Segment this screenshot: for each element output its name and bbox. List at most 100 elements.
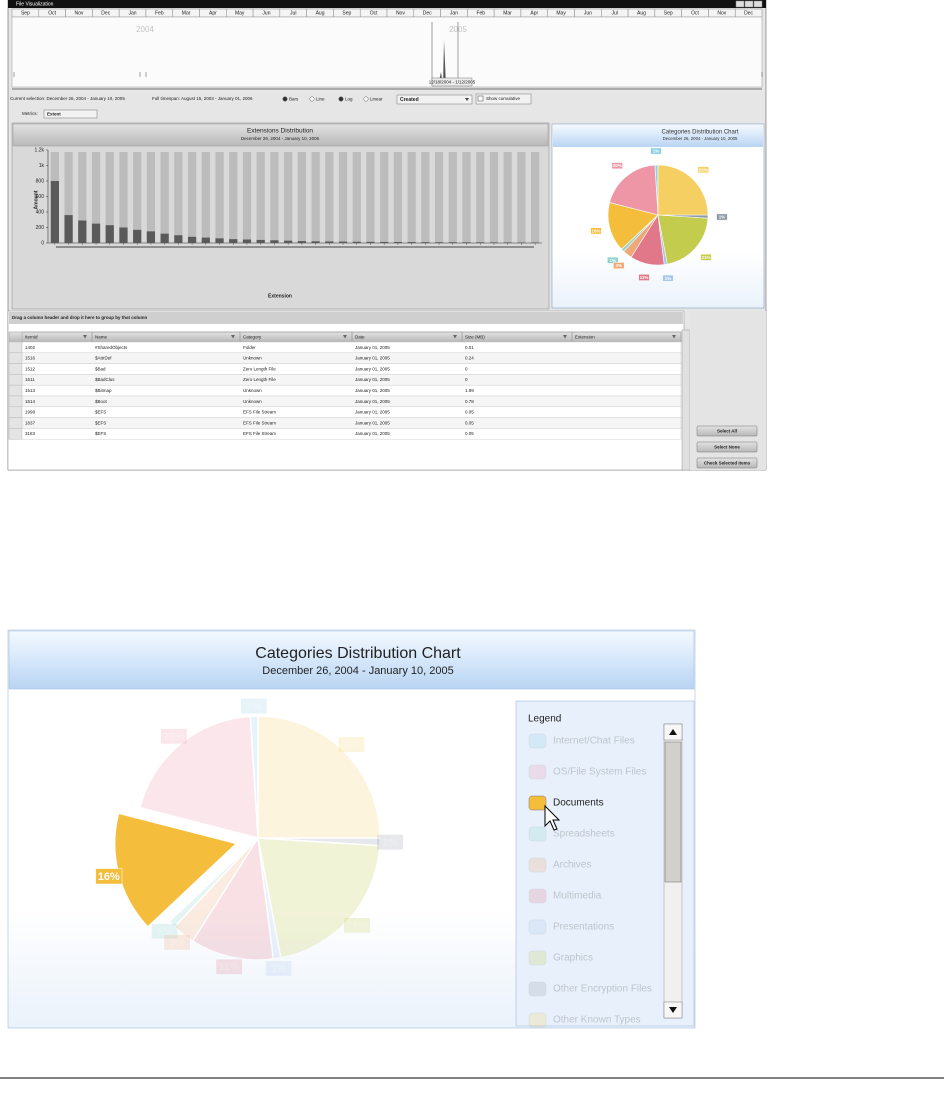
- table-cell: 1514: [25, 399, 36, 404]
- pie-label-box: [163, 934, 191, 951]
- bar-hover-column: [448, 152, 457, 243]
- bar-hover-column: [503, 152, 512, 243]
- pie-slice: [168, 837, 259, 928]
- checkbox-area[interactable]: [475, 93, 532, 105]
- legend-swatch[interactable]: [528, 1012, 547, 1028]
- column-header-label: Category: [243, 334, 262, 339]
- table-row[interactable]: [8, 428, 682, 440]
- bar: [517, 242, 526, 243]
- month-label: Jul: [290, 11, 296, 17]
- month-label: Oct: [48, 11, 56, 17]
- pie-slice: [257, 715, 381, 839]
- bar-hover-column: [380, 152, 389, 243]
- bar: [270, 240, 279, 243]
- scroll-up-arrow: [669, 729, 677, 735]
- action-button[interactable]: [696, 425, 758, 437]
- metrics-dropdown[interactable]: [43, 109, 98, 119]
- month-label: Nov: [717, 11, 726, 17]
- bar-hover-column: [187, 152, 197, 243]
- bar: [448, 242, 457, 243]
- bar-hover-column: [421, 152, 430, 243]
- radio-button[interactable]: [338, 96, 344, 102]
- window-button[interactable]: [744, 0, 754, 8]
- scroll-thumb[interactable]: [664, 741, 682, 883]
- row-indicator: [8, 406, 23, 418]
- month-label: Dec: [423, 11, 432, 17]
- bar-hover-column: [229, 152, 238, 243]
- selection-range-box: [431, 77, 473, 87]
- metrics-label: Metrics:: [22, 111, 38, 116]
- table-cell: Zero Length File: [243, 377, 276, 382]
- legend-swatch[interactable]: [528, 981, 547, 997]
- table-row[interactable]: [8, 363, 682, 375]
- pie-value-label: 25%: [340, 739, 362, 751]
- legend-swatch[interactable]: [528, 795, 547, 811]
- legend-swatch[interactable]: [528, 733, 547, 749]
- table-cell: 0.05: [465, 431, 474, 436]
- table-row[interactable]: [8, 395, 682, 408]
- radio-button[interactable]: [282, 96, 288, 102]
- bar-chart-subtitle: December 26, 2004 - January 10, 2005: [241, 136, 320, 141]
- legend-swatch[interactable]: [528, 764, 547, 780]
- legend-swatch[interactable]: [528, 888, 547, 904]
- window-button[interactable]: [735, 0, 745, 8]
- row-indicator: [8, 428, 23, 440]
- pie-slice: [257, 837, 381, 959]
- bar-hover-column: [160, 152, 169, 243]
- dropdown-arrow: [465, 98, 469, 101]
- pie-label-box: [151, 923, 179, 940]
- table-cell: EFS File Stream: [243, 420, 276, 425]
- scroll-down-arrow: [669, 1007, 677, 1013]
- legend-swatch[interactable]: [528, 826, 547, 842]
- action-button[interactable]: [696, 457, 758, 469]
- bar-panel: [11, 122, 550, 310]
- pie-value-label: 21%: [701, 255, 710, 260]
- y-tick-label: 600: [36, 194, 45, 200]
- pie-value-label: 1%: [719, 215, 726, 220]
- bar-hover-column: [174, 152, 183, 243]
- month-label: Jun: [584, 11, 592, 17]
- table-cell: 0.05: [465, 410, 474, 415]
- pie-slice: [173, 837, 259, 943]
- activity-spike: [438, 40, 446, 86]
- bar: [229, 239, 238, 243]
- bar: [201, 237, 210, 243]
- legend-swatch[interactable]: [528, 919, 547, 935]
- pie-slice: [191, 835, 275, 961]
- bar: [50, 181, 59, 243]
- month-label: Jun: [262, 11, 270, 17]
- pie-label-box: [95, 868, 123, 885]
- row-indicator: [8, 384, 23, 397]
- table-cell: 0: [465, 366, 468, 371]
- table-cell: January 01, 2005: [355, 410, 390, 415]
- radio-button[interactable]: [363, 96, 369, 102]
- bar: [174, 235, 183, 243]
- table-cell: January 01, 2005: [355, 377, 390, 382]
- month-label: Mar: [503, 11, 512, 17]
- y-tick-label: 400: [36, 209, 45, 215]
- pie-slice: [249, 715, 259, 839]
- table-row[interactable]: [8, 417, 682, 429]
- row-indicator: [8, 395, 23, 408]
- pie-slice: [607, 202, 659, 250]
- pie-label-box: [376, 834, 404, 851]
- legend-swatch[interactable]: [528, 857, 547, 873]
- filter-icon: [343, 335, 347, 339]
- bar-hover-column: [489, 152, 499, 243]
- window-button[interactable]: [753, 0, 763, 8]
- table-cell: January 01, 2005: [355, 345, 390, 350]
- y-axis-label: Amount: [33, 190, 39, 209]
- pie-value-label: 1%: [271, 963, 287, 975]
- month-label: Feb: [476, 11, 485, 17]
- action-button[interactable]: [696, 441, 758, 453]
- table-cell: #SharedObjects: [95, 345, 128, 350]
- pie-label-box: [638, 274, 650, 281]
- pie-value-label: 11%: [218, 962, 240, 974]
- table-row[interactable]: [8, 406, 682, 418]
- year-label: 2004: [136, 25, 154, 34]
- radio-button[interactable]: [309, 96, 315, 102]
- legend-label: Documents: [553, 798, 604, 809]
- bar: [393, 241, 403, 243]
- legend-swatch[interactable]: [528, 950, 547, 966]
- dropdown[interactable]: [396, 94, 473, 105]
